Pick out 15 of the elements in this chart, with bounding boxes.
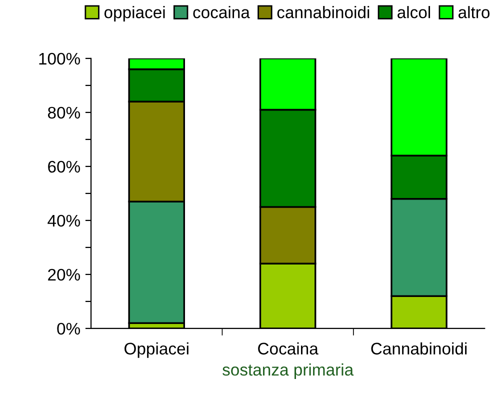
legend-label: cannabinoidi [277, 6, 370, 18]
legend-label: altro [458, 6, 490, 18]
y-tick-label: 0% [57, 322, 80, 335]
x-tick-label: Oppiacei [124, 342, 188, 358]
y-tick-label: 80% [48, 106, 80, 119]
x-axis-title: sostanza primaria [222, 363, 354, 379]
legend-label: oppiacei [104, 6, 165, 22]
legend-label: alcol [398, 6, 430, 18]
y-tick-label: 20% [48, 268, 80, 281]
legend-label: cocaina [193, 6, 250, 18]
x-tick-label: Cannabinoidi [371, 342, 467, 355]
x-tick-label: Cocaina [258, 342, 318, 355]
y-tick-label: 60% [48, 160, 80, 173]
y-tick-label: 40% [48, 214, 80, 227]
y-tick-label: 100% [39, 52, 80, 65]
